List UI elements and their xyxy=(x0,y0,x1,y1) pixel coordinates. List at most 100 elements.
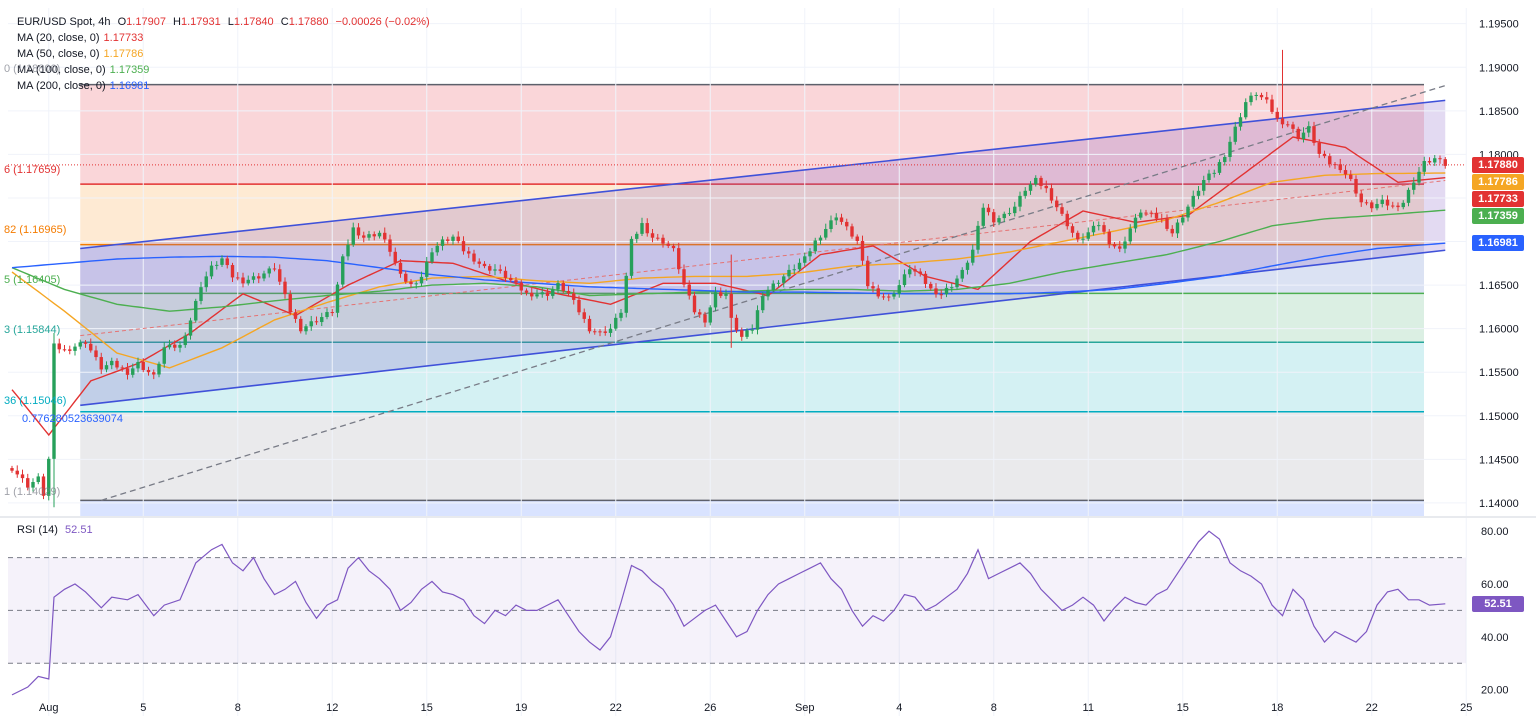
ma200-row[interactable]: MA (200, close, 0) 1.16981 xyxy=(17,78,430,94)
candle-body xyxy=(519,282,523,291)
candle xyxy=(272,263,277,272)
fib-label-0382: 3 (1.15844) xyxy=(4,324,61,336)
candle xyxy=(603,326,607,336)
candle xyxy=(850,223,854,239)
candle-body xyxy=(435,245,439,253)
candle-body xyxy=(83,342,88,344)
candle-body xyxy=(619,312,623,318)
candle xyxy=(1307,121,1311,138)
candle-body xyxy=(68,349,72,351)
candle-body xyxy=(146,369,151,373)
candle xyxy=(1207,169,1211,183)
price-axis-label: 1.15000 xyxy=(1479,411,1519,423)
candle-body xyxy=(1328,156,1332,165)
candle-body xyxy=(1291,124,1295,129)
candle-body xyxy=(551,289,555,296)
candle-body xyxy=(89,343,93,351)
candles[interactable] xyxy=(10,49,1447,508)
candle xyxy=(1107,229,1111,249)
candle-body xyxy=(409,281,413,285)
candle-body xyxy=(356,227,361,236)
candle-body xyxy=(1370,202,1374,209)
time-axis-label: 8 xyxy=(991,702,997,714)
candle xyxy=(1039,175,1043,190)
ma20-row[interactable]: MA (20, close, 0) 1.17733 xyxy=(17,30,430,46)
candle xyxy=(1396,202,1400,212)
candle xyxy=(1118,241,1122,253)
candle xyxy=(724,289,728,300)
candle xyxy=(36,473,40,485)
candle xyxy=(299,316,303,334)
candle-body xyxy=(950,287,954,289)
candle xyxy=(493,264,497,276)
candle-body xyxy=(104,365,109,370)
candle xyxy=(997,215,1001,226)
candle xyxy=(1254,92,1258,101)
candle xyxy=(1433,154,1437,166)
candle-body xyxy=(1427,161,1432,163)
fib-zone xyxy=(80,84,1424,185)
candle xyxy=(1312,121,1316,146)
rsi-axis-label: 20.00 xyxy=(1481,685,1509,697)
candle xyxy=(251,272,256,284)
candle xyxy=(677,242,681,274)
fib-label-0618: 82 (1.16965) xyxy=(4,224,67,236)
candle xyxy=(524,288,529,296)
symbol-label[interactable]: EUR/USD Spot, 4h xyxy=(17,16,111,28)
candle xyxy=(519,279,523,296)
candle xyxy=(288,290,292,316)
candle xyxy=(209,261,214,280)
candle-body xyxy=(703,314,707,323)
candle-body xyxy=(866,260,870,287)
ma100-row[interactable]: MA (100, close, 0) 1.17359 xyxy=(17,62,430,78)
candle xyxy=(813,237,817,255)
candle xyxy=(729,254,733,348)
candle-body xyxy=(661,237,665,244)
candle-body xyxy=(440,239,445,246)
candle xyxy=(1013,201,1017,217)
candle-body xyxy=(1233,126,1237,142)
candle xyxy=(866,255,870,289)
candle xyxy=(1406,187,1411,207)
candle xyxy=(661,234,665,248)
candle xyxy=(640,217,644,237)
candle xyxy=(1354,175,1358,197)
ma50-row[interactable]: MA (50, close, 0) 1.17786 xyxy=(17,46,430,62)
candle-body xyxy=(509,277,513,281)
candle-body xyxy=(1244,102,1248,118)
candle-body xyxy=(78,342,82,347)
candle xyxy=(26,473,30,491)
candle xyxy=(881,293,886,300)
candle xyxy=(845,218,849,231)
candle-body xyxy=(136,361,140,369)
candle-body xyxy=(1034,177,1038,185)
candle xyxy=(740,327,744,341)
candle-body xyxy=(293,312,298,319)
fib-label-0786: 6 (1.17659) xyxy=(4,164,61,176)
candle xyxy=(1060,203,1064,216)
rsi-pane[interactable] xyxy=(8,530,1466,696)
candle xyxy=(971,244,975,266)
candle xyxy=(1349,170,1353,182)
candle-body xyxy=(692,295,697,313)
candle xyxy=(1275,107,1279,122)
candle xyxy=(194,298,198,323)
candle xyxy=(1401,200,1405,210)
fib-zone xyxy=(80,342,1424,412)
candle xyxy=(241,272,245,288)
candle xyxy=(766,286,770,301)
candle-body xyxy=(110,360,114,366)
candle xyxy=(467,247,471,259)
candle xyxy=(1196,186,1201,200)
candle-body xyxy=(965,262,970,270)
rsi-label[interactable]: RSI (14) xyxy=(17,524,58,536)
candle xyxy=(1333,161,1337,169)
candle-body xyxy=(923,273,928,284)
candle-body xyxy=(792,269,796,271)
candle xyxy=(776,280,781,287)
candle-body xyxy=(262,273,266,279)
candle-body xyxy=(1343,170,1348,175)
candle xyxy=(1154,207,1159,222)
candle xyxy=(829,215,833,233)
